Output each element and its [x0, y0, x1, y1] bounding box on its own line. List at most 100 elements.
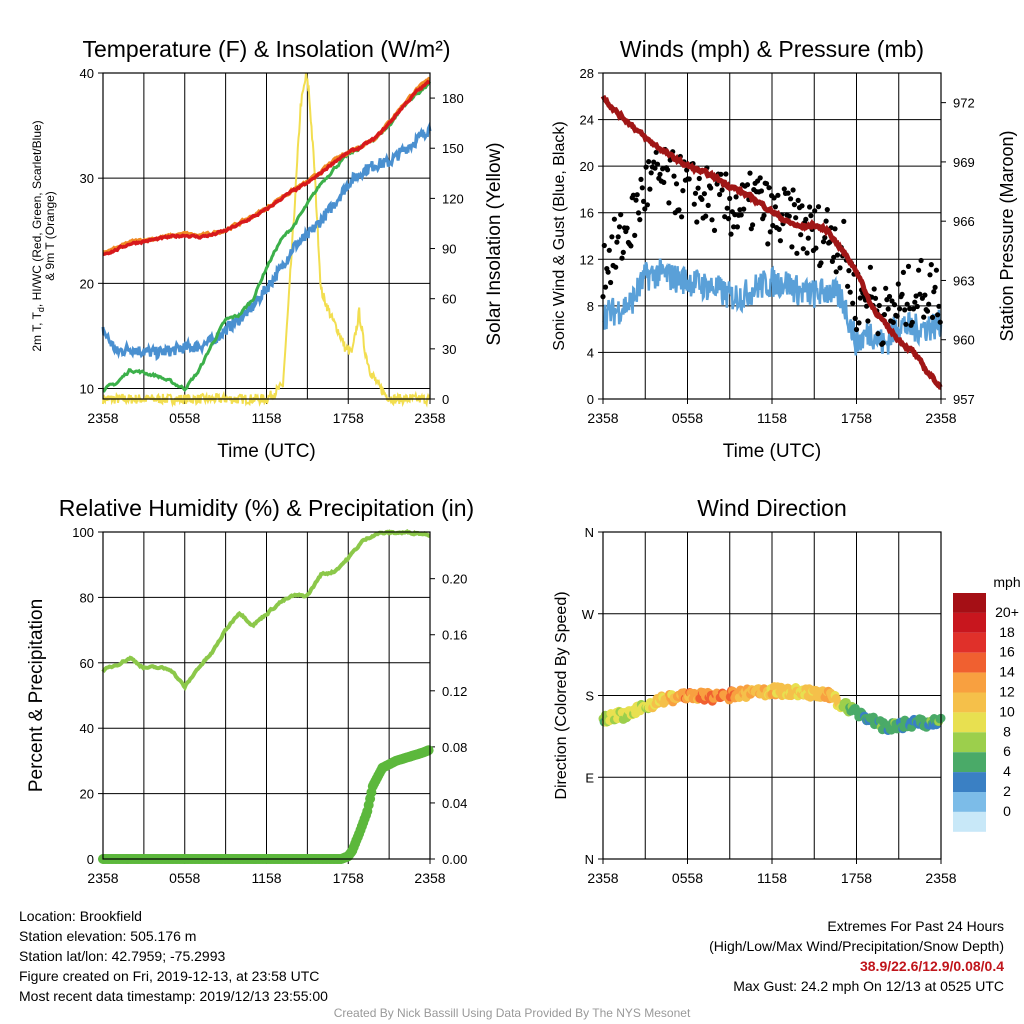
panel-temperature: Temperature (F) & Insolation (W/m²) 2358 0…: [30, 36, 505, 462]
gust-point: [895, 281, 901, 287]
gust-point: [724, 205, 730, 211]
plot-border: [602, 531, 942, 860]
gust-point: [800, 246, 806, 252]
gust-point: [635, 210, 642, 216]
gust-point: [794, 250, 800, 256]
wind-chill-line: [101, 121, 432, 362]
direction-y-label: Direction (Colored By Speed): [553, 591, 570, 799]
temp-2m-line: [102, 79, 431, 257]
gust-point: [701, 191, 708, 197]
y-tick-label: 8: [587, 299, 594, 314]
y-tick-label: 4: [587, 345, 594, 360]
gust-point: [885, 306, 891, 312]
y2-tick-label: 972: [953, 96, 975, 111]
gust-point: [618, 212, 624, 218]
gust-point: [699, 196, 705, 202]
gust-point: [703, 213, 709, 219]
legend-swatch: [953, 672, 986, 693]
gust-point: [871, 286, 877, 292]
gust-point: [771, 195, 777, 201]
gust-point: [606, 247, 612, 253]
legend-swatch: [953, 652, 986, 673]
x-tick-label: 1758: [841, 410, 872, 426]
y-tick-label: S: [585, 689, 594, 704]
gust-point: [786, 213, 792, 219]
x-tick-label: 0558: [672, 870, 703, 886]
gust-point: [927, 272, 933, 278]
gust-point: [799, 203, 805, 209]
gust-point: [815, 204, 822, 210]
y2-tick-label: 969: [953, 155, 975, 170]
y2-tick-label: 966: [953, 214, 975, 229]
gust-point: [852, 315, 858, 321]
gust-point: [615, 234, 621, 240]
gust-point: [609, 234, 615, 240]
gust-point: [634, 192, 640, 198]
gust-point: [666, 200, 672, 206]
plot-border: [602, 72, 942, 400]
y-label-line: 2m T, Td, HI/WC (Red, Green, Scarlet/Blu…: [30, 120, 46, 351]
x-tick-label: 1758: [333, 870, 364, 886]
gust-point: [758, 188, 765, 194]
y-tick-label: N: [585, 525, 594, 540]
max-gust: Max Gust: 24.2 mph On 12/13 at 0525 UTC: [733, 978, 1004, 994]
gust-point: [648, 170, 654, 176]
gust-point: [833, 269, 839, 275]
gust-point: [719, 187, 725, 193]
gust-point: [903, 321, 909, 327]
gust-point: [767, 229, 773, 235]
y2-tick-label: 180: [442, 91, 464, 106]
gust-point: [750, 222, 756, 228]
y-tick-label: 16: [580, 206, 594, 221]
gust-point: [900, 269, 907, 275]
extremes-subtitle: (High/Low/Max Wind/Precipitation/Snow De…: [709, 938, 1004, 954]
x-tick-label: 1158: [757, 870, 787, 886]
x-tick-label: 0558: [672, 410, 703, 426]
y-tick-label: N: [585, 852, 594, 867]
gust-point: [602, 284, 609, 290]
legend-label: 20+: [995, 604, 1019, 620]
gust-point: [914, 303, 920, 310]
y2-tick-label: 0.20: [442, 572, 467, 587]
panel-winds: Winds (mph) & Pressure (mb) 2358 0558 1158 1…: [551, 36, 1017, 462]
gust-point: [777, 238, 784, 244]
x-tick-label: 1758: [841, 870, 872, 886]
extremes-values: 38.9/22.6/12.9/0.08/0.4: [859, 958, 1004, 974]
gust-point: [695, 185, 701, 191]
gust-point: [831, 254, 837, 260]
rh-line: [101, 529, 431, 692]
gust-point: [789, 244, 795, 250]
legend-label: 18: [999, 624, 1015, 640]
gust-point: [856, 320, 862, 326]
gust-point: [812, 208, 818, 214]
y-tick-label: 80: [80, 590, 94, 605]
gust-point: [798, 232, 804, 238]
station-info: Location: Brookfield Station elevation: …: [19, 906, 328, 1006]
gust-point: [818, 260, 824, 266]
gust-point: [865, 318, 871, 324]
legend-label: 0: [1003, 803, 1011, 819]
gust-point: [761, 212, 767, 219]
figure-created: Figure created on Fri, 2019-12-13, at 23…: [19, 968, 320, 984]
gust-point: [841, 218, 847, 224]
gust-point: [747, 170, 753, 176]
y-tick-label: 28: [580, 66, 594, 81]
gust-point: [766, 185, 772, 191]
y-tick-label: W: [582, 607, 595, 622]
gust-point: [653, 149, 659, 155]
gust-point: [775, 192, 781, 198]
legend-swatch: [953, 593, 986, 613]
gust-point: [795, 197, 801, 203]
gust-point: [926, 301, 932, 307]
legend-swatch: [953, 692, 986, 713]
gust-point: [781, 186, 787, 192]
pressure-line: [600, 94, 943, 390]
legend-label: 2: [1003, 783, 1011, 799]
winds-title: Winds (mph) & Pressure (mb): [620, 36, 924, 62]
gust-point: [822, 235, 828, 241]
y-tick-label: 10: [80, 381, 94, 396]
y-tick-label: E: [585, 770, 594, 785]
gust-point: [793, 215, 799, 221]
gust-point: [628, 243, 634, 249]
